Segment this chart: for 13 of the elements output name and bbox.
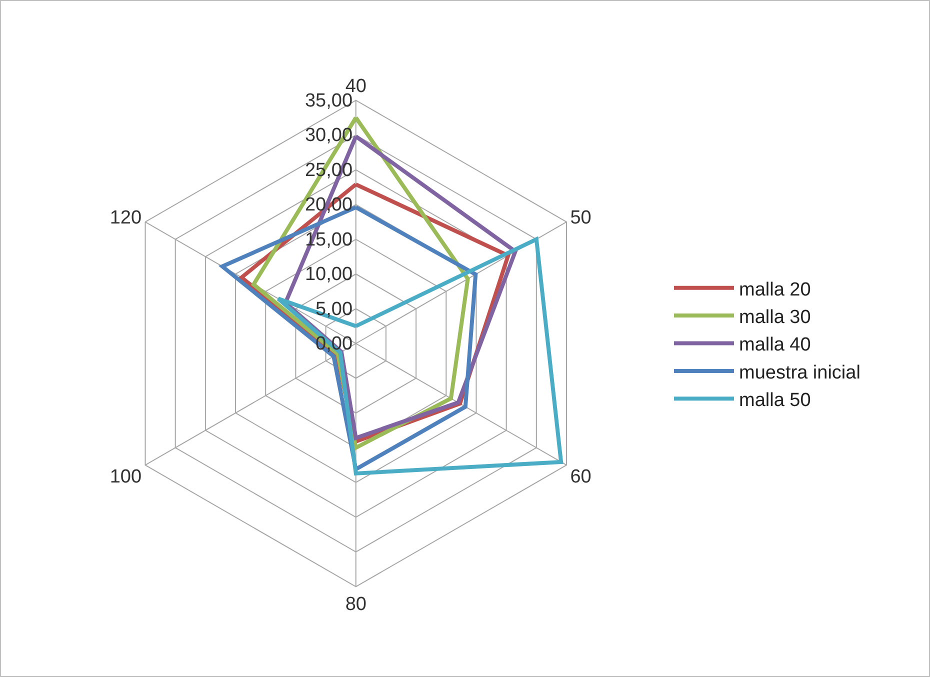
spoke-label: 80 [345, 594, 366, 615]
spoke-label: 60 [570, 466, 592, 488]
legend-label: malla 30 [739, 306, 811, 328]
spoke-label: 120 [110, 208, 142, 229]
spoke-label: 50 [570, 208, 592, 229]
legend-label: malla 50 [739, 390, 811, 412]
y-tick-label: 10,00 [304, 264, 353, 286]
y-tick-label: 5,00 [316, 298, 353, 320]
legend-label: muestra inicial [739, 362, 860, 384]
legend-label: malla 20 [739, 279, 811, 300]
legend-label: malla 40 [739, 334, 811, 356]
y-tick-label: 0,00 [316, 334, 353, 355]
spoke-label: 100 [110, 466, 142, 488]
